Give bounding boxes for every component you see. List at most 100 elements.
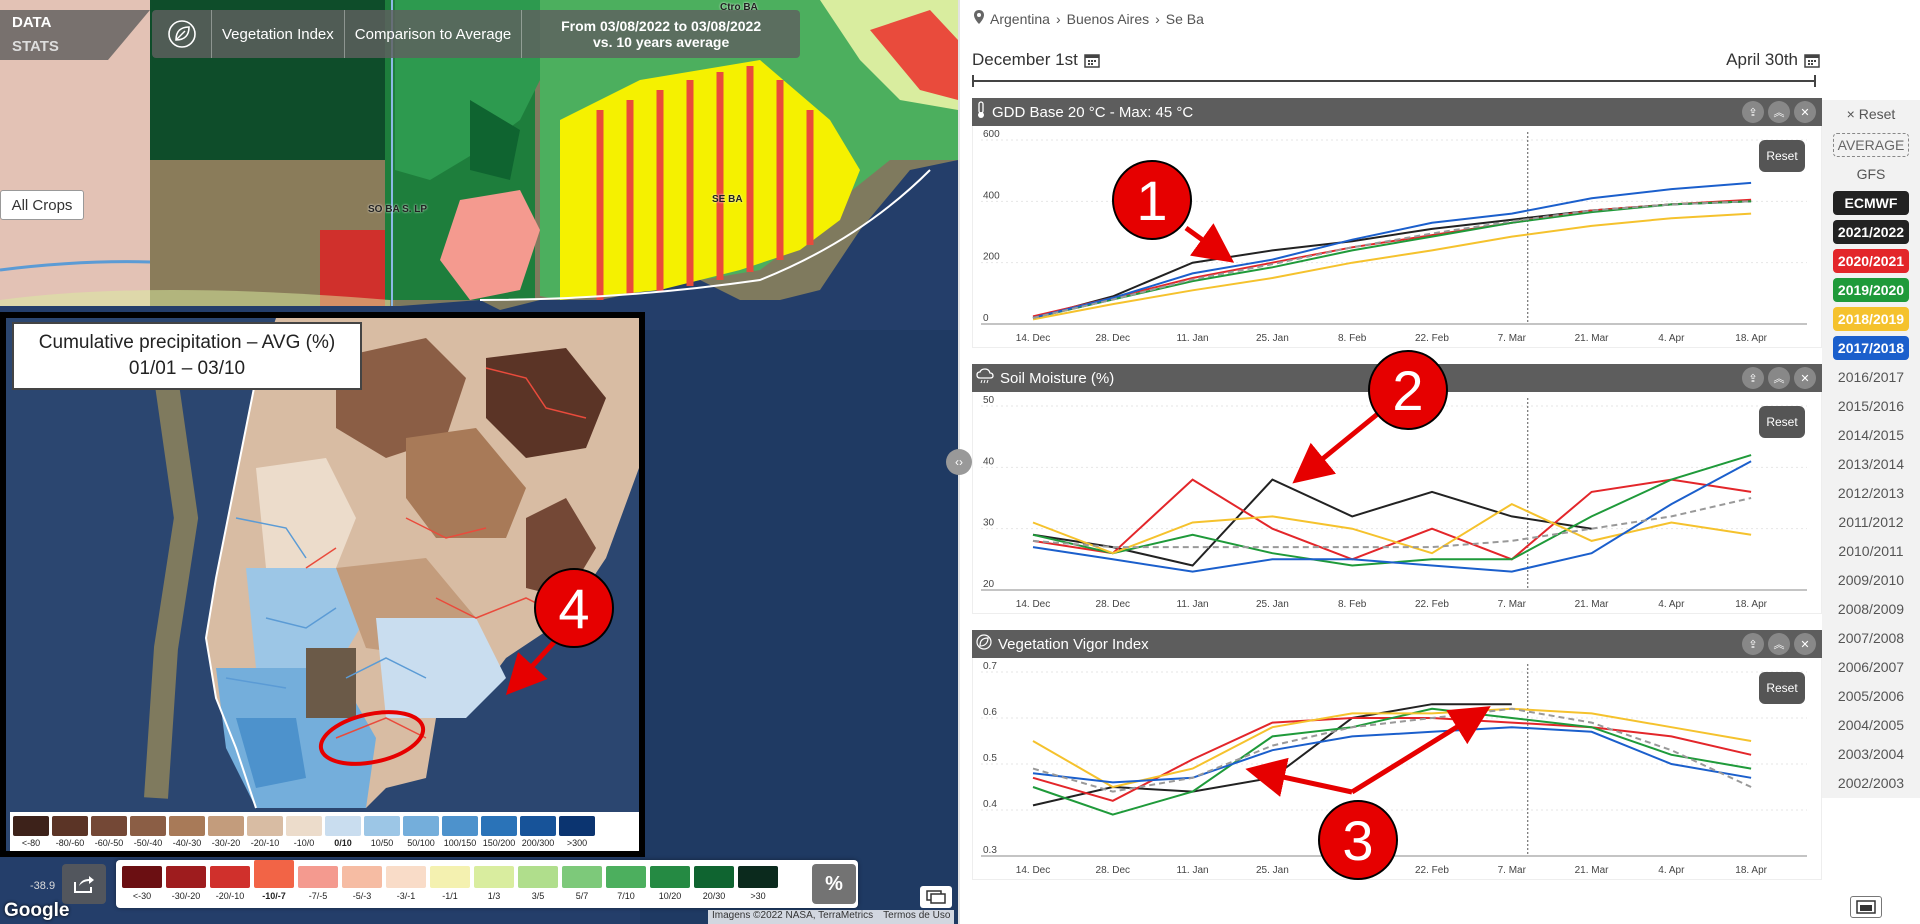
- season-toggle[interactable]: GFS: [1856, 166, 1886, 182]
- chart-reset-button[interactable]: Reset: [1759, 672, 1805, 704]
- map-legend-item[interactable]: -7/-5: [298, 866, 338, 901]
- inset-legend-item[interactable]: <-80: [13, 816, 49, 848]
- legend-label: <-30: [132, 891, 152, 901]
- breadcrumb-item[interactable]: Se Ba: [1165, 10, 1204, 27]
- chart-reset-button[interactable]: Reset: [1759, 406, 1805, 438]
- legend-label: 100/150: [443, 838, 477, 848]
- breadcrumb-item[interactable]: Argentina: [990, 10, 1050, 27]
- season-toggle[interactable]: 2006/2007: [1837, 659, 1905, 675]
- calendar-icon: [1084, 54, 1100, 68]
- map-legend-item[interactable]: 3/5: [518, 866, 558, 901]
- season-toggle[interactable]: 2007/2008: [1837, 630, 1905, 646]
- start-date-picker[interactable]: December 1st: [972, 50, 1100, 70]
- season-toggle[interactable]: 2008/2009: [1837, 601, 1905, 617]
- crop-selector[interactable]: All Crops: [0, 190, 84, 220]
- inset-legend-item[interactable]: 10/50: [364, 816, 400, 848]
- season-reset-button[interactable]: × Reset: [1846, 106, 1896, 122]
- season-toggle[interactable]: 2019/2020: [1833, 278, 1909, 302]
- inset-legend-item[interactable]: -80/-60: [52, 816, 88, 848]
- export-button[interactable]: ⇪: [1742, 101, 1764, 123]
- inset-legend-item[interactable]: -40/-30: [169, 816, 205, 848]
- season-toggle[interactable]: 2017/2018: [1833, 336, 1909, 360]
- series-line: [1032, 200, 1752, 319]
- season-toggle[interactable]: 2003/2004: [1837, 746, 1905, 762]
- season-toggle[interactable]: 2020/2021: [1833, 249, 1909, 273]
- season-toggle[interactable]: 2021/2022: [1833, 220, 1909, 244]
- legend-swatch: [254, 860, 294, 888]
- terms-link[interactable]: Termos de Uso: [883, 910, 951, 921]
- vegetation-index-tab[interactable]: Vegetation Index: [212, 10, 345, 58]
- legend-label: -7/-5: [308, 891, 328, 901]
- export-button[interactable]: ⇪: [1742, 633, 1764, 655]
- map-view[interactable]: SO BA S. LP SE BA Ctro BA DATA STATS Veg…: [0, 0, 958, 924]
- x-tick-label: 14. Dec: [1016, 599, 1050, 610]
- map-legend-item[interactable]: -30/-20: [166, 866, 206, 901]
- season-toggle[interactable]: 2018/2019: [1833, 307, 1909, 331]
- map-legend-item[interactable]: -3/-1: [386, 866, 426, 901]
- season-toggle[interactable]: 2012/2013: [1837, 485, 1905, 501]
- inset-legend-item[interactable]: -50/-40: [130, 816, 166, 848]
- season-toggle[interactable]: 2002/2003: [1837, 775, 1905, 791]
- close-button[interactable]: ✕: [1794, 367, 1816, 389]
- inset-legend-item[interactable]: 100/150: [442, 816, 478, 848]
- collapse-button[interactable]: ︽: [1768, 367, 1790, 389]
- legend-label: -20/-10: [215, 891, 245, 901]
- leaf-icon[interactable]: [152, 10, 212, 58]
- map-legend-item[interactable]: 7/10: [606, 866, 646, 901]
- annotation-marker: 3: [1318, 800, 1398, 880]
- map-legend-item[interactable]: 5/7: [562, 866, 602, 901]
- collapse-button[interactable]: ︽: [1768, 633, 1790, 655]
- map-legend-item[interactable]: -5/-3: [342, 866, 382, 901]
- inset-legend-item[interactable]: -60/-50: [91, 816, 127, 848]
- map-legend-item[interactable]: -10/-7: [254, 860, 294, 901]
- map-legend-item[interactable]: 10/20: [650, 866, 690, 901]
- close-button[interactable]: ✕: [1794, 633, 1816, 655]
- share-button[interactable]: [62, 864, 106, 904]
- inset-legend-item[interactable]: -20/-10: [247, 816, 283, 848]
- export-button[interactable]: ⇪: [1742, 367, 1764, 389]
- season-toggle[interactable]: 2005/2006: [1837, 688, 1905, 704]
- splitter-handle[interactable]: ‹›: [946, 449, 972, 475]
- season-toggle[interactable]: 2016/2017: [1837, 369, 1905, 385]
- legend-swatch: [518, 866, 558, 888]
- date-range-slider[interactable]: [972, 75, 1816, 87]
- map-legend-item[interactable]: -20/-10: [210, 866, 250, 901]
- map-legend-item[interactable]: -1/1: [430, 866, 470, 901]
- inset-legend-item[interactable]: 0/10: [325, 816, 361, 848]
- close-button[interactable]: ✕: [1794, 101, 1816, 123]
- season-toggle[interactable]: 2011/2012: [1838, 514, 1904, 530]
- season-toggle[interactable]: 2010/2011: [1838, 543, 1904, 559]
- chart-reset-button[interactable]: Reset: [1759, 140, 1805, 172]
- season-toggle[interactable]: 2015/2016: [1837, 398, 1905, 414]
- collapse-button[interactable]: ︽: [1768, 101, 1790, 123]
- breadcrumb-item[interactable]: Buenos Aires: [1066, 10, 1150, 27]
- season-toggle[interactable]: 2014/2015: [1837, 427, 1905, 443]
- window-button[interactable]: [1850, 896, 1882, 918]
- inset-legend-item[interactable]: -10/0: [286, 816, 322, 848]
- x-tick-label: 22. Feb: [1415, 333, 1449, 344]
- inset-legend-item[interactable]: -30/-20: [208, 816, 244, 848]
- season-toggle[interactable]: ECMWF: [1833, 191, 1909, 215]
- legend-label: -30/-20: [171, 891, 201, 901]
- season-toggle[interactable]: AVERAGE: [1833, 133, 1909, 157]
- inset-legend-item[interactable]: 200/300: [520, 816, 556, 848]
- season-toggle[interactable]: 2013/2014: [1837, 456, 1905, 472]
- map-legend-item[interactable]: <-30: [122, 866, 162, 901]
- legend-swatch: [247, 816, 283, 836]
- end-date-picker[interactable]: April 30th: [1726, 50, 1820, 70]
- map-legend-item[interactable]: >30: [738, 866, 778, 901]
- panel-header: GDD Base 20 °C - Max: 45 °C ⇪ ︽ ✕: [972, 98, 1822, 126]
- vegetation-vigor-chart-svg: 0.3 0.4 0.5 0.6 0.7 14. Dec 28. Dec 11. Jan 25. …: [981, 661, 1807, 876]
- comparison-tab[interactable]: Comparison to Average: [345, 10, 523, 58]
- layers-button[interactable]: [920, 886, 952, 908]
- inset-legend-item[interactable]: 150/200: [481, 816, 517, 848]
- percent-button[interactable]: %: [812, 864, 856, 904]
- map-legend-item[interactable]: 1/3: [474, 866, 514, 901]
- map-legend-item[interactable]: 20/30: [694, 866, 734, 901]
- season-toggle[interactable]: 2009/2010: [1837, 572, 1905, 588]
- date-range[interactable]: From 03/08/2022 to 03/08/2022 vs. 10 yea…: [522, 18, 800, 50]
- inset-legend-item[interactable]: 50/100: [403, 816, 439, 848]
- season-toggle[interactable]: 2004/2005: [1837, 717, 1905, 733]
- inset-legend-item[interactable]: >300: [559, 816, 595, 848]
- legend-swatch: [122, 866, 162, 888]
